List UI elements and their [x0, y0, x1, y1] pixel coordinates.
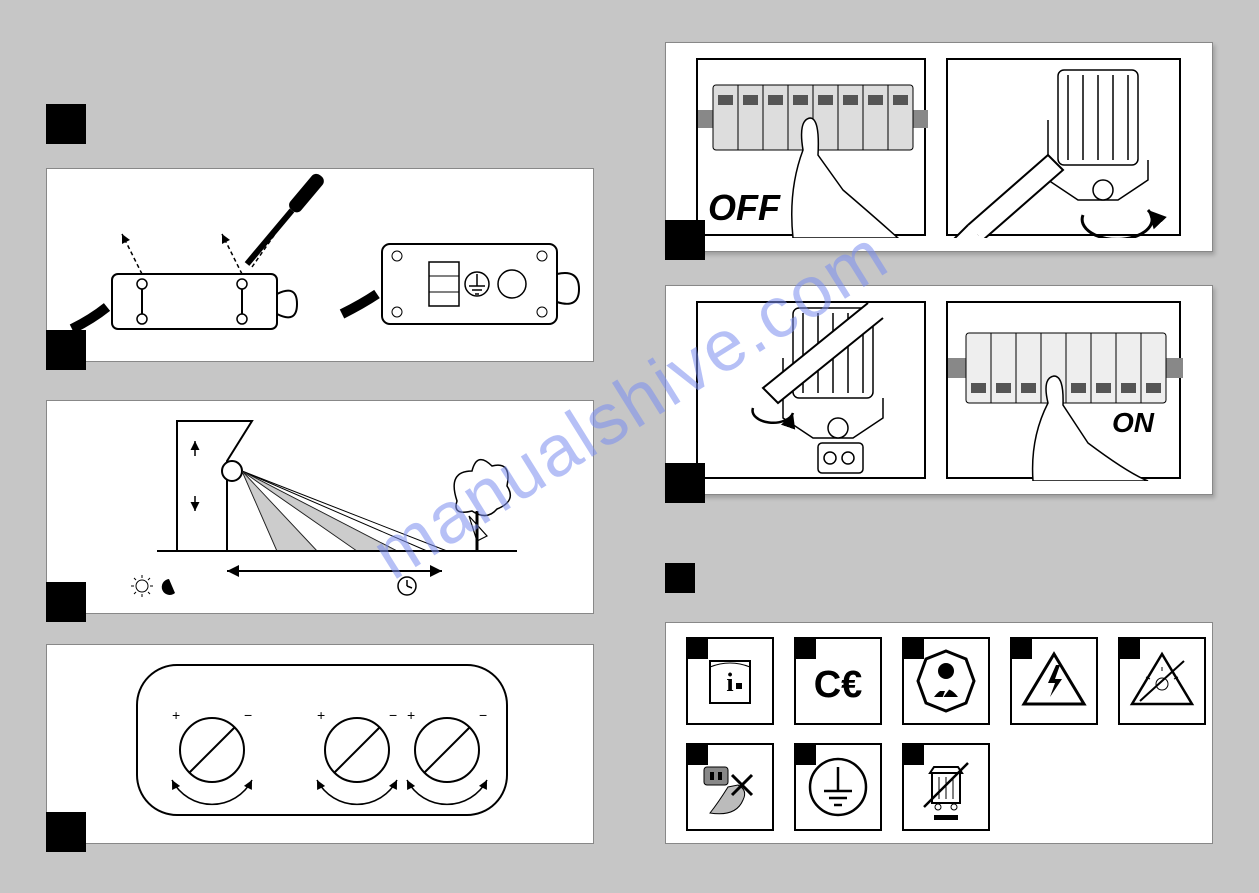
step-box-5: [665, 463, 705, 503]
icon-num-7: [794, 743, 816, 765]
panel-breaker-on: ON: [665, 285, 1213, 495]
sensor-illustration: [47, 401, 595, 615]
lock-fixture-illustration: [698, 303, 928, 481]
breaker-on-illustration: [948, 303, 1183, 481]
off-label: OFF: [708, 187, 780, 229]
svg-text:C€: C€: [814, 664, 863, 706]
mounting-illustration: [47, 169, 595, 363]
panel-dials: + − + − + −: [46, 644, 594, 844]
panel-safety-icons: i C€: [665, 622, 1213, 844]
icon-num-4: [1010, 637, 1032, 659]
step-box-7: [46, 330, 86, 370]
icon-num-1: [686, 637, 708, 659]
step-box-8: [46, 582, 86, 622]
icon-num-5: [1118, 637, 1140, 659]
svg-text:+: +: [172, 707, 180, 723]
step-box-safety: [665, 563, 695, 593]
icon-num-3: [902, 637, 924, 659]
dials-illustration: + − + − + −: [47, 645, 595, 845]
icon-num-6: [686, 743, 708, 765]
on-label: ON: [1112, 407, 1154, 439]
icon-num-8: [902, 743, 924, 765]
svg-text:−: −: [479, 707, 487, 723]
panel-sensor: [46, 400, 594, 614]
svg-text:+: +: [407, 707, 415, 723]
icon-num-2: [794, 637, 816, 659]
step-box-9: [46, 812, 86, 852]
svg-text:−: −: [244, 707, 252, 723]
step-box-4: [665, 220, 705, 260]
svg-text:+: +: [317, 707, 325, 723]
svg-text:−: −: [389, 707, 397, 723]
svg-text:i: i: [726, 668, 733, 697]
step-box-6: [46, 104, 86, 144]
panel-mounting: [46, 168, 594, 362]
panel-breaker-off: OFF: [665, 42, 1213, 252]
tilt-fixture-illustration: [948, 60, 1183, 238]
